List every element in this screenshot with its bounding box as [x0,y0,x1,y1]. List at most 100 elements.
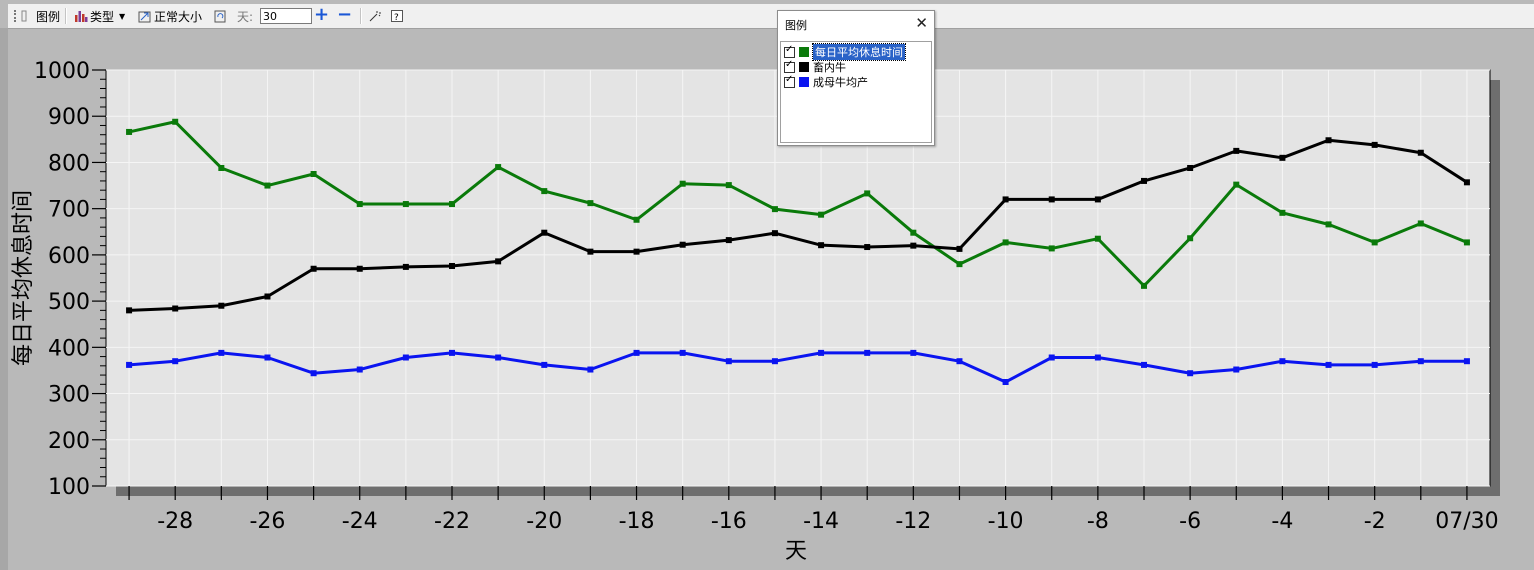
series-2-point [1233,366,1240,373]
series-1-point [1187,164,1194,171]
close-icon[interactable]: ✕ [915,14,928,32]
wand-icon [369,11,381,22]
series-line-2 [128,351,1467,384]
series-1-point [1463,179,1470,186]
legend-title: 图例 [785,19,807,32]
series-2-point [956,358,963,365]
toolbar-grip[interactable] [14,10,19,22]
series-1-point [587,248,594,255]
series-2-point [1048,354,1055,361]
series-0-point [1279,209,1286,216]
tools-button[interactable] [368,4,384,28]
series-2-point [679,349,686,356]
y-tick-label: 600 [48,244,90,269]
series-1-point [356,265,363,272]
series-0-point [1325,221,1332,228]
x-tick-label: -14 [803,509,839,534]
legend-swatch [799,47,809,57]
legend-panel[interactable]: 图例 ✕ 每日平均休息时间 畜内牛 成母牛均产 [777,10,935,146]
series-2-point [126,361,133,368]
series-0-point [633,216,640,223]
resize-icon [138,11,151,23]
series-1-point [218,302,225,309]
series-0-point [495,164,502,171]
x-tick-label: -28 [157,509,193,534]
legend-checkbox[interactable] [784,74,795,88]
chart-type-button[interactable]: 类型 ▼ [74,4,125,28]
series-0-point [1371,239,1378,246]
series-2-point [402,354,409,361]
legend-item-rest-time[interactable]: 每日平均休息时间 [784,43,906,61]
series-2-point [1094,354,1101,361]
series-2-point [1141,361,1147,368]
x-tick-label: -26 [249,509,285,534]
series-0-point [1233,181,1240,188]
bar-chart-icon [75,11,88,22]
series-1-point [679,241,686,248]
series-2-point [1187,370,1194,377]
series-0-point [1417,220,1424,227]
days-label: 天: [237,9,254,24]
x-tick-label: -22 [434,509,470,534]
series-2-point [633,349,640,356]
y-tick-label: 300 [48,383,90,408]
toolbar: 图例 类型 ▼ 正常大小 天: + − ? [8,4,1534,29]
series-1-point [725,237,732,244]
series-0-point [910,229,917,236]
series-2-point [864,349,871,356]
series-2-point [356,366,363,373]
series-0-point [541,188,548,195]
series-0-point [172,118,179,125]
y-tick-label: 400 [48,336,90,361]
legend-checkbox[interactable] [784,44,795,58]
series-1-point [310,265,317,272]
x-tick-label: -18 [619,509,655,534]
x-tick-label: -6 [1179,509,1201,534]
zoom-out-button[interactable]: − [337,4,353,25]
series-0-point [1187,235,1194,242]
y-tick-label: 500 [48,290,90,315]
line-chart: 100 200 300 400 500 600 700 800 900 1000 -28 -26 -24… [11,59,1500,564]
x-tick-label: -10 [988,509,1024,534]
series-1-point [956,245,963,252]
legend-item-label: 畜内牛 [813,61,846,74]
days-input[interactable] [260,8,312,24]
normal-size-button[interactable]: 正常大小 [138,4,202,28]
series-1-point [126,307,133,314]
x-tick-label: 07/30 [1435,509,1498,534]
x-tick-label: -12 [895,509,931,534]
legend-item-yield[interactable]: 成母牛均产 [784,74,868,89]
series-2-point [541,361,548,368]
series-1-point [910,242,917,249]
legend-checkbox[interactable] [784,59,795,73]
legend-toggle-button[interactable]: 图例 [20,4,60,28]
series-2-point [587,366,594,373]
series-0-point [126,128,133,135]
series-1-point [449,262,455,269]
series-0-point [218,164,225,171]
series-1-point [402,263,409,270]
help-button[interactable]: ? [390,4,406,28]
series-1-point [172,305,179,312]
series-2-point [1463,358,1470,365]
svg-text:?: ? [394,13,399,23]
y-tick-label: 200 [48,429,90,454]
series-2-point [1279,358,1286,365]
series-0-point [264,182,271,189]
toolbar-separator [65,8,67,24]
series-0-point [356,201,363,208]
legend-list: 每日平均休息时间 畜内牛 成母牛均产 [780,41,932,143]
legend-item-cattle[interactable]: 畜内牛 [784,59,846,74]
series-2-point [818,349,825,356]
y-tick-label: 100 [48,475,90,500]
legend-item-label: 成母牛均产 [813,76,868,89]
series-1-point [541,229,548,236]
calendar-refresh-icon[interactable] [213,9,227,23]
series-0-point [771,206,778,213]
zoom-in-button[interactable]: + [314,4,330,25]
x-tick-label: -16 [711,509,747,534]
x-tick-label: -8 [1087,509,1109,534]
series-0-point [818,211,825,218]
legend-swatch [799,62,809,72]
x-tick-label: -2 [1364,509,1386,534]
